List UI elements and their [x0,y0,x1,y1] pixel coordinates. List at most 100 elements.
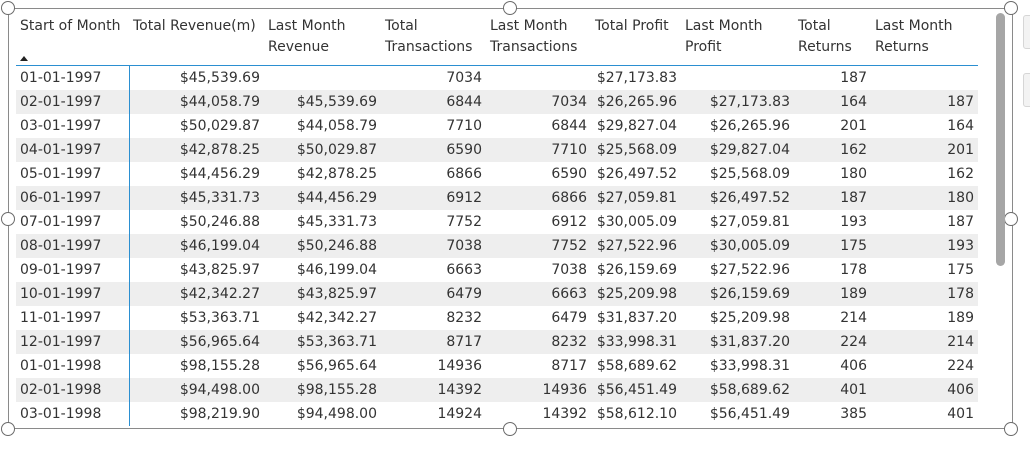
table-cell: 12-01-1997 [16,329,130,354]
resize-handle-bottom-right[interactable] [1004,422,1018,436]
table-cell: 187 [947,213,974,230]
table-cell: 385 [840,405,867,422]
table-row[interactable]: 02-01-1998 $94,498.00 $98,155.28 14392 14936… [16,377,978,402]
column-header-total-transactions[interactable]: Total Transactions [381,10,486,66]
table-row[interactable]: 01-01-1998 $98,155.28 $56,965.64 14936 8717 $… [16,353,978,378]
table-row[interactable]: 07-01-1997 $50,246.88 $45,331.73 7752 6912 $3… [16,209,978,234]
table-cell: $29,827.04 [596,117,677,134]
resize-handle-bottom-left[interactable] [1,422,15,436]
table-cell: 7752 [446,213,482,230]
table-cell: $27,522.96 [709,261,790,278]
table-cell: 14924 [437,405,482,422]
resize-handle-top-right[interactable] [1004,1,1018,15]
column-header-total-profit[interactable]: Total Profit [591,10,681,66]
table-cell: 180 [871,185,978,210]
table-cell: $98,155.28 [179,357,260,374]
table-cell: 6912 [381,185,486,210]
table-cell: $94,498.00 [129,377,264,402]
table-cell: 162 [947,165,974,182]
table-cell: $53,363.71 [179,309,260,326]
table-cell: $42,878.25 [296,165,377,182]
table-cell: 6590 [551,165,587,182]
table-cell: 14936 [437,357,482,374]
table-cell: $42,878.25 [129,137,264,162]
table-cell: 09-01-1997 [16,257,130,282]
table-cell: $45,539.69 [179,69,260,86]
table-row[interactable]: 08-01-1997 $46,199.04 $50,246.88 7038 7752 $2… [16,233,978,258]
table-cell: 10-01-1997 [16,281,130,306]
table-cell: $44,058.79 [296,117,377,134]
table-cell: 175 [947,261,974,278]
table-row[interactable]: 02-01-1997 $44,058.79 $45,539.69 6844 7034 $2… [16,89,978,114]
column-header-label: Last Month Revenue [268,18,346,55]
table-row[interactable]: 03-01-1997 $50,029.87 $44,058.79 7710 6844 $2… [16,113,978,138]
column-header-last-month-revenue[interactable]: Last Month Revenue [264,10,381,66]
column-header-total-revenue[interactable]: Total Revenue(m) [129,10,264,66]
table-cell: 8717 [381,329,486,354]
table-cell: $26,265.96 [709,117,790,134]
table-cell: 193 [840,213,867,230]
table-cell: 201 [871,137,978,162]
resize-handle-bottom-center[interactable] [503,422,517,436]
table-cell: $46,199.04 [296,261,377,278]
table-row[interactable]: 06-01-1997 $45,331.73 $44,456.29 6912 6866 $2… [16,185,978,210]
table-cell: 6844 [551,117,587,134]
table-cell: 14392 [381,377,486,402]
table-cell: $56,965.64 [129,329,264,354]
table-cell: $26,497.52 [681,185,794,210]
table-cell: $94,498.00 [296,405,377,422]
table-cell: $27,173.83 [596,69,677,86]
table-cell: 401 [947,405,974,422]
table-row[interactable]: 10-01-1997 $42,342.27 $43,825.97 6479 6663 $2… [16,281,978,306]
table-cell: 8232 [486,329,591,354]
table-cell: 8717 [551,357,587,374]
sort-ascending-icon [20,55,28,61]
vertical-scrollbar[interactable] [996,13,1005,266]
table-cell: 8232 [446,309,482,326]
table-cell: $56,451.49 [591,377,681,402]
table-cell: $43,825.97 [264,281,381,306]
table-cell: $58,612.10 [596,405,677,422]
table-cell: $46,199.04 [129,233,264,258]
column-header-last-month-returns[interactable]: Last Month Returns [871,10,978,66]
table-cell: 224 [947,357,974,374]
table-row[interactable]: 12-01-1997 $56,965.64 $53,363.71 8717 8232 $3… [16,329,978,354]
column-header-last-month-profit[interactable]: Last Month Profit [681,10,794,66]
resize-handle-middle-left[interactable] [1,212,15,226]
table-cell: $45,539.69 [264,89,381,114]
column-header-label: Total Transactions [385,18,473,55]
column-header-label: Last Month Transactions [490,18,578,55]
resize-handle-top-left[interactable] [1,1,15,15]
table-row[interactable]: 05-01-1997 $44,456.29 $42,878.25 6866 6590 $2… [16,161,978,186]
side-pane-button[interactable] [1023,73,1030,107]
table-cell: $42,342.27 [129,281,264,306]
table-cell: 03-01-1998 [16,401,130,426]
table-cell: 164 [794,89,871,114]
table-cell: 6866 [486,185,591,210]
table-cell: 214 [871,329,978,354]
table-row[interactable]: 09-01-1997 $43,825.97 $46,199.04 6663 7038 $2… [16,257,978,282]
header-row: Start of Month Total Revenue(m) Last Mon… [16,10,978,66]
table-cell: $53,363.71 [264,329,381,354]
table-cell: 401 [794,377,871,402]
table-cell: $50,029.87 [179,117,260,134]
table-row[interactable]: 03-01-1998 $98,219.90 $94,498.00 14924 14392… [16,401,978,426]
resize-handle-middle-right[interactable] [1004,212,1018,226]
table-cell: 178 [871,281,978,306]
table-cell: 6590 [381,137,486,162]
table-row[interactable]: 01-01-1997 $45,539.69 7034 $27,173.83 187 [16,65,978,90]
side-pane-button[interactable] [1023,15,1030,49]
table-cell: $44,456.29 [179,165,260,182]
column-header-start-of-month[interactable]: Start of Month [16,10,129,66]
table-cell: 7038 [381,233,486,258]
table-cell: $25,568.09 [591,137,681,162]
table-row[interactable]: 11-01-1997 $53,363.71 $42,342.27 8232 6479 $3… [16,305,978,330]
column-header-last-month-transactions[interactable]: Last Month Transactions [486,10,591,66]
column-header-total-returns[interactable]: Total Returns [794,10,871,66]
table-cell: $50,246.88 [264,233,381,258]
table-cell: $27,173.83 [681,89,794,114]
table-row[interactable]: 04-01-1997 $42,878.25 $50,029.87 6590 7710 $2… [16,137,978,162]
table-cell: $58,689.62 [596,357,677,374]
table-cell: $56,965.64 [296,357,377,374]
table-cell: $50,029.87 [264,137,381,162]
